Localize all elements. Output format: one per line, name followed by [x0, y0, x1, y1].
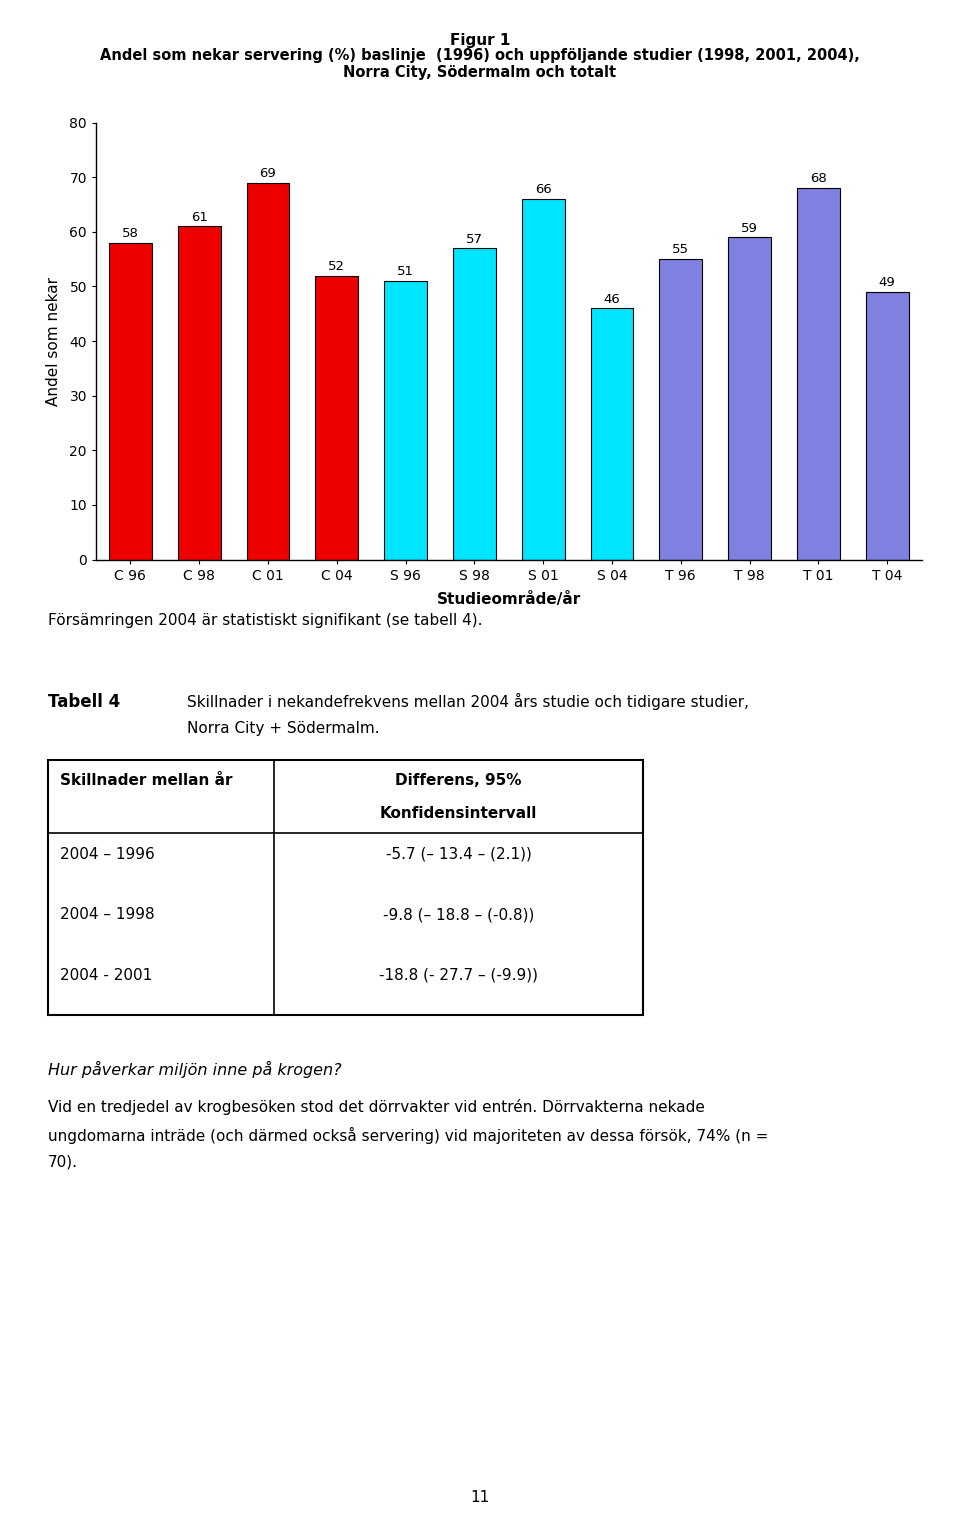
Text: 61: 61: [191, 210, 207, 224]
Text: Försämringen 2004 är statistiskt signifikant (se tabell 4).: Försämringen 2004 är statistiskt signifi…: [48, 613, 483, 629]
Y-axis label: Andel som nekar: Andel som nekar: [46, 276, 61, 406]
Bar: [729, 238, 771, 560]
Text: -18.8 (- 27.7 – (-9.9)): -18.8 (- 27.7 – (-9.9)): [379, 967, 539, 983]
Text: 2004 – 1996: 2004 – 1996: [60, 846, 155, 862]
Bar: [109, 242, 152, 560]
Text: Hur påverkar miljön inne på krogen?: Hur påverkar miljön inne på krogen?: [48, 1061, 342, 1078]
Text: Tabell 4: Tabell 4: [48, 693, 120, 711]
Bar: [590, 308, 634, 560]
Text: Konfidensintervall: Konfidensintervall: [380, 806, 538, 822]
Text: -5.7 (– 13.4 – (2.1)): -5.7 (– 13.4 – (2.1)): [386, 846, 532, 862]
Text: -9.8 (– 18.8 – (-0.8)): -9.8 (– 18.8 – (-0.8)): [383, 908, 535, 923]
Text: Andel som nekar servering (%) baslinje  (1996) och uppföljande studier (1998, 20: Andel som nekar servering (%) baslinje (…: [100, 48, 860, 63]
Bar: [453, 248, 495, 560]
Text: Figur 1: Figur 1: [450, 32, 510, 48]
Bar: [660, 259, 702, 560]
Text: 11: 11: [470, 1490, 490, 1505]
Text: 57: 57: [466, 233, 483, 245]
Text: 58: 58: [122, 227, 139, 241]
Text: 68: 68: [810, 172, 827, 185]
Bar: [866, 291, 908, 560]
Text: 59: 59: [741, 222, 758, 235]
Text: 52: 52: [328, 259, 346, 273]
Text: 69: 69: [259, 167, 276, 179]
Text: 49: 49: [878, 276, 896, 290]
Text: 55: 55: [672, 244, 689, 256]
Text: 66: 66: [535, 184, 552, 196]
Text: Differens, 95%: Differens, 95%: [396, 773, 522, 788]
Bar: [797, 189, 840, 560]
Text: 70).: 70).: [48, 1154, 78, 1170]
Text: Norra City, Södermalm och totalt: Norra City, Södermalm och totalt: [344, 64, 616, 80]
Text: 51: 51: [397, 265, 414, 279]
Text: 46: 46: [604, 293, 620, 305]
Text: Skillnader i nekandefrekvens mellan 2004 års studie och tidigare studier,: Skillnader i nekandefrekvens mellan 2004…: [187, 693, 749, 710]
Text: 2004 - 2001: 2004 - 2001: [60, 967, 152, 983]
Bar: [522, 199, 564, 560]
Bar: [178, 227, 221, 560]
Text: 2004 – 1998: 2004 – 1998: [60, 908, 155, 923]
Text: ungdomarna inträde (och därmed också servering) vid majoriteten av dessa försök,: ungdomarna inträde (och därmed också ser…: [48, 1127, 768, 1144]
Text: Norra City + Södermalm.: Norra City + Södermalm.: [187, 721, 380, 736]
Bar: [384, 281, 427, 560]
Text: Vid en tredjedel av krogbesöken stod det dörrvakter vid entrén. Dörrvakterna nek: Vid en tredjedel av krogbesöken stod det…: [48, 1099, 705, 1114]
Text: Skillnader mellan år: Skillnader mellan år: [60, 773, 232, 788]
X-axis label: Studieområde/år: Studieområde/år: [437, 592, 581, 607]
Bar: [316, 276, 358, 560]
Bar: [247, 182, 289, 560]
